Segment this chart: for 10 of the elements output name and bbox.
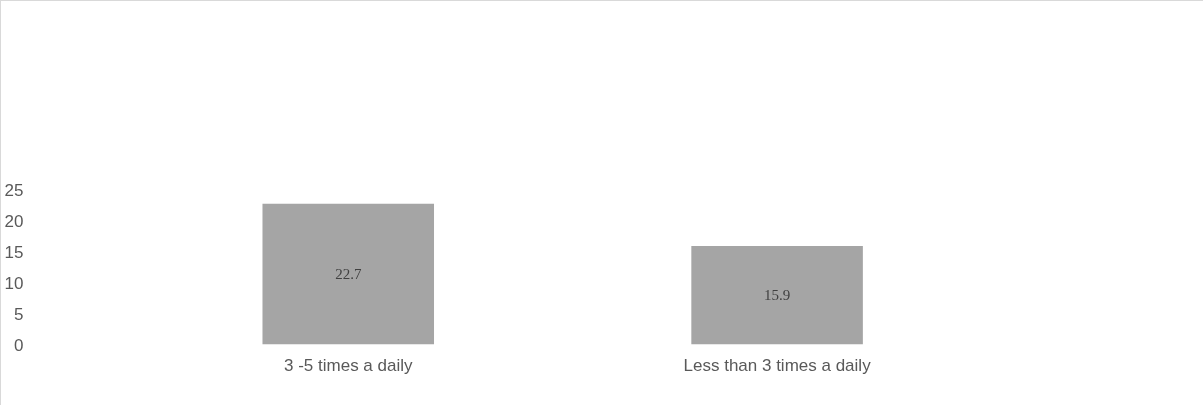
y-tick-label: 15 [4, 242, 24, 262]
y-tick-label: 25 [4, 180, 24, 200]
data-label: 22.7 [335, 266, 362, 283]
y-tick-label: 0 [14, 335, 24, 355]
data-label: 15.9 [763, 287, 791, 304]
y-tick-label: 10 [4, 273, 24, 293]
x-tick-label: 3 -5 times a daily [284, 355, 413, 375]
y-tick-label: 20 [4, 211, 24, 231]
y-tick-label: 5 [14, 304, 24, 324]
x-tick-label: Less than 3 times a daily [683, 355, 872, 375]
